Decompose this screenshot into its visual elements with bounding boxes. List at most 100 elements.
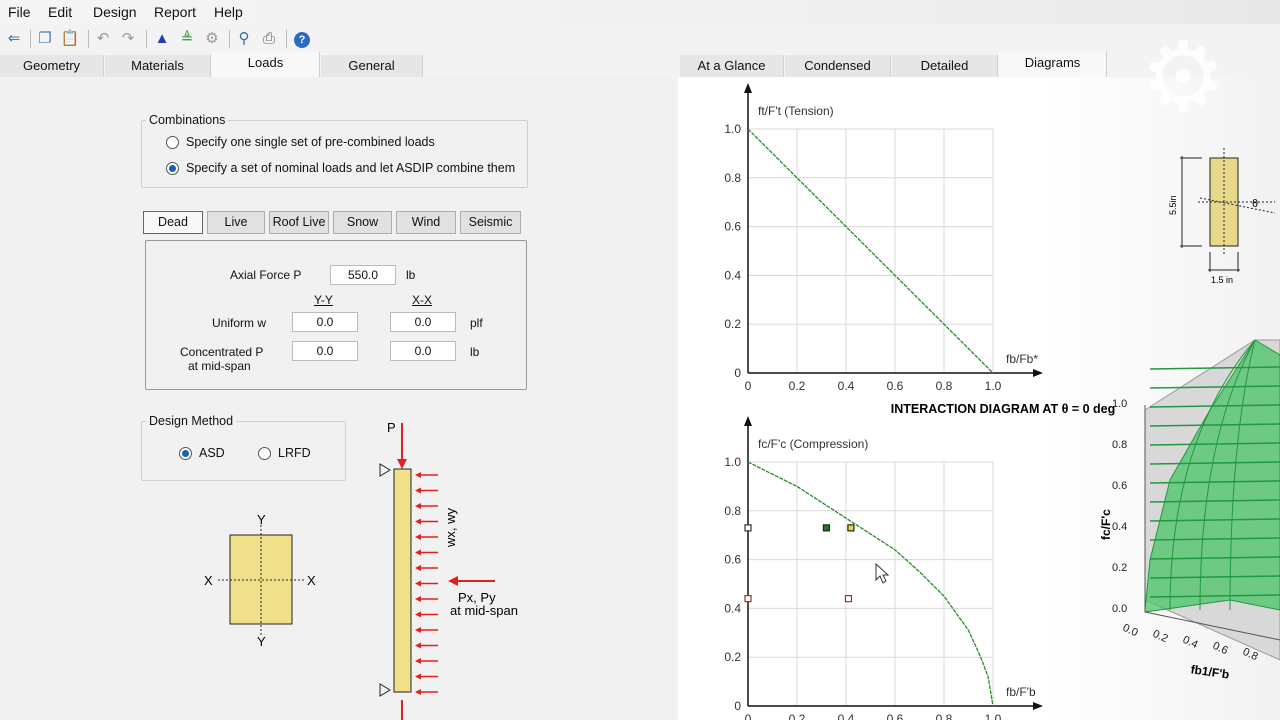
menu-edit[interactable]: Edit <box>48 4 73 20</box>
surface-mesh-line <box>1199 339 1256 611</box>
surface-mesh-line <box>1149 423 1280 427</box>
load-tab-live[interactable]: Live <box>207 211 265 234</box>
surface-y-tick: 0.4 <box>1112 521 1127 533</box>
radio-icon[interactable] <box>166 161 179 175</box>
weight-icon[interactable]: ▲ <box>154 30 170 47</box>
print-icon[interactable]: ⎙ <box>262 30 275 47</box>
tab-detailed[interactable]: Detailed <box>892 55 998 77</box>
toolbar: ⇐ ❐ 📋 ↶ ↷ ▲ ≜ ⚙ ⚲ ⎙ ? <box>0 24 680 54</box>
tab-condensed[interactable]: Condensed <box>785 55 891 77</box>
col-yy: Y-Y <box>314 293 333 307</box>
udl-arrowhead <box>415 658 421 664</box>
radio-label: LRFD <box>278 446 311 460</box>
load-combo-point <box>744 595 752 603</box>
uniform-yy-input[interactable]: 0.0 <box>292 312 358 332</box>
axial-label: Axial Force P <box>230 268 302 282</box>
x-tick-label: 0.8 <box>936 379 953 393</box>
axial-force-input[interactable]: 550.0 <box>330 265 396 285</box>
load-tab-wind[interactable]: Wind <box>396 211 456 234</box>
interaction-diagrams: INTERACTION DIAGRAM AT θ = 0 deg 0 0.2 0.2… <box>724 83 1115 720</box>
stack-icon[interactable]: ≜ <box>180 30 194 47</box>
conc-yy-input[interactable]: 0.0 <box>292 341 358 361</box>
udl-arrowhead <box>415 503 421 509</box>
conc-xx-input[interactable]: 0.0 <box>390 341 456 361</box>
surface-mesh-line <box>1149 385 1280 389</box>
radio-nominal[interactable]: Specify a set of nominal loads and let A… <box>166 161 515 175</box>
y-tick-label: 0.4 <box>724 268 741 282</box>
radio-icon[interactable] <box>166 135 179 149</box>
radio-asd[interactable]: ASD <box>179 446 225 460</box>
redo-icon[interactable]: ↷ <box>121 30 135 47</box>
tab-general[interactable]: General <box>321 55 423 77</box>
udl-arrowhead <box>415 689 421 695</box>
y-tick-label: 0 <box>734 699 741 713</box>
menu-help[interactable]: Help <box>214 4 243 20</box>
copy-icon[interactable]: ❐ <box>38 30 52 47</box>
menu-design[interactable]: Design <box>93 4 137 20</box>
surface-y-tick: 1.0 <box>1112 398 1127 410</box>
tab-at-a-glance[interactable]: At a Glance <box>680 55 784 77</box>
gear-watermark-icon: ⚙ <box>1140 24 1227 131</box>
gear-icon[interactable]: ⚙ <box>205 30 219 47</box>
axis-y-bottom: Y <box>257 634 266 649</box>
load-tab-dead[interactable]: Dead <box>143 211 203 234</box>
axis-y-top: Y <box>257 512 266 527</box>
surface-mesh-line <box>1149 442 1280 446</box>
radio-precombined[interactable]: Specify one single set of pre-combined l… <box>166 135 435 149</box>
surface-mesh-line <box>1149 537 1280 541</box>
pm-back-icon[interactable]: ⇐ <box>7 30 21 47</box>
x-axis-arrow <box>1033 369 1043 377</box>
conc-label: Concentrated P <box>180 345 264 359</box>
menu-file[interactable]: File <box>8 4 31 20</box>
mouse-cursor-icon <box>875 562 890 584</box>
surface-y-tick: 0.8 <box>1112 439 1127 451</box>
design-method-title: Design Method <box>146 414 237 428</box>
surface-x-tick: 0.6 <box>1211 640 1230 657</box>
udl-arrowhead <box>415 627 421 633</box>
x-tick-label: 0.6 <box>887 712 904 720</box>
surface-mesh-line <box>1149 594 1280 598</box>
udl-arrowhead <box>415 565 421 571</box>
tab-materials[interactable]: Materials <box>105 55 211 77</box>
udl-arrowhead <box>415 611 421 618</box>
y-axis-label: fc/F'c (Compression) <box>758 437 868 451</box>
load-combo-point <box>822 524 830 532</box>
radio-icon[interactable] <box>179 446 192 460</box>
surface-x-tick: 0.0 <box>1121 622 1140 639</box>
surface-mesh-line <box>1169 339 1256 611</box>
y-tick-label: 0.4 <box>724 601 741 615</box>
udl-arrowhead <box>415 549 421 556</box>
surface-y-tick: 0.6 <box>1112 480 1127 492</box>
help-icon[interactable]: ? <box>292 29 312 49</box>
tab-geometry[interactable]: Geometry <box>0 55 104 77</box>
y-tick-label: 1.0 <box>724 455 741 469</box>
undo-icon[interactable]: ↶ <box>96 30 110 47</box>
x-tick-label: 0.8 <box>936 712 953 720</box>
surface-x-tick: 0.4 <box>1181 634 1200 651</box>
design-method-group <box>141 421 346 481</box>
load-pxpy-label-2: at mid-span <box>450 603 518 618</box>
y-tick-label: 0.8 <box>724 504 741 518</box>
load-tab-snow[interactable]: Snow <box>333 211 392 234</box>
menu-report[interactable]: Report <box>154 4 197 20</box>
search-icon[interactable]: ⚲ <box>238 30 250 47</box>
load-tab-roof-live[interactable]: Roof Live <box>269 211 329 234</box>
radio-icon[interactable] <box>258 446 271 460</box>
surface-mesh-line <box>1149 575 1280 579</box>
load-combo-point <box>744 524 752 532</box>
paste-icon[interactable]: 📋 <box>60 30 80 47</box>
udl-arrowhead <box>415 596 421 602</box>
tab-diagrams[interactable]: Diagrams <box>999 52 1107 77</box>
column-sketch: P wx, wy Px, Py at mid-span <box>379 420 518 720</box>
radio-lrfd[interactable]: LRFD <box>258 446 311 460</box>
radio-label: Specify one single set of pre-combined l… <box>186 135 435 149</box>
chart-title: INTERACTION DIAGRAM AT θ = 0 deg <box>891 402 1115 416</box>
surface-y-tick: 0.2 <box>1112 562 1127 574</box>
uniform-xx-input[interactable]: 0.0 <box>390 312 456 332</box>
tab-loads[interactable]: Loads <box>212 52 320 77</box>
loads-panel <box>0 77 676 720</box>
load-tab-seismic[interactable]: Seismic <box>460 211 521 234</box>
loads-group <box>145 240 527 390</box>
interaction-curve <box>747 461 994 707</box>
column-member <box>393 468 412 693</box>
